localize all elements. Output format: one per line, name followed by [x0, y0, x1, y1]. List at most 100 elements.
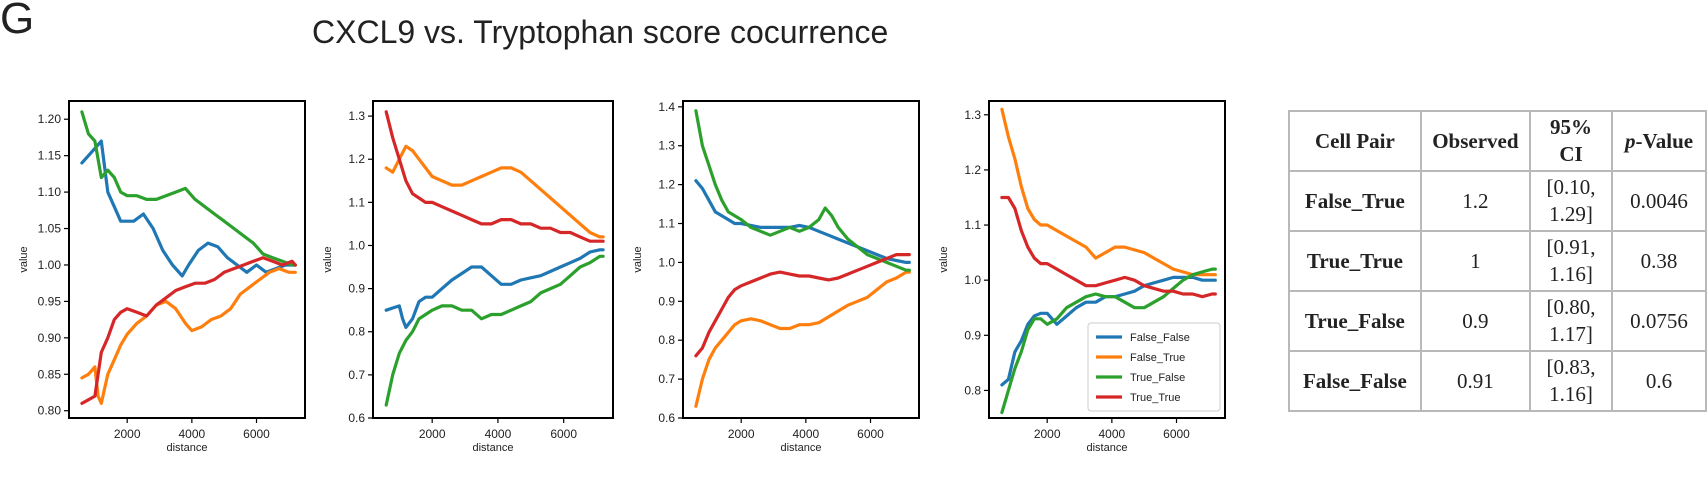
row-ci-line2: 1.16] [1549, 382, 1593, 406]
y-tick-label: 0.80 [38, 404, 62, 418]
series-line-true-false [1000, 267, 1217, 415]
table-row: True_True 1 [0.91, 1.16] 0.38 [1288, 230, 1707, 292]
y-tick-label: 0.7 [658, 372, 675, 386]
legend-label-true-true: True_True [1130, 392, 1181, 404]
axes-frame [682, 100, 920, 419]
y-tick-label: 0.9 [964, 328, 981, 342]
series-line-true-true [80, 256, 297, 405]
y-tick-label: 0.6 [348, 411, 365, 425]
table-row: False_True 1.2 [0.10, 1.29] 0.0046 [1288, 170, 1707, 232]
header-p-value: p-Value [1611, 110, 1707, 172]
row-p-value: 0.6 [1611, 350, 1707, 412]
legend-label-false-false: False_False [1130, 332, 1190, 344]
row-observed: 0.91 [1419, 350, 1531, 412]
chart-svg-1: 2000 4000 6000 0.80 0.85 0.90 0.95 1.00 1.05 1.10… [18, 100, 306, 454]
x-tick-label: 6000 [857, 427, 884, 441]
header-cell-pair: Cell Pair [1288, 110, 1422, 172]
y-tick-label: 1.2 [348, 152, 365, 166]
y-tick-label: 0.8 [964, 383, 981, 397]
y-tick-label: 1.3 [348, 109, 365, 123]
header-p-suffix: -Value [1635, 128, 1694, 153]
y-tick-label: 1.2 [964, 163, 981, 177]
row-pair: True_False [1288, 290, 1422, 352]
legend-box [1087, 322, 1221, 412]
row-pair: True_True [1288, 230, 1422, 292]
y-axis-label: value [632, 246, 644, 272]
row-ci: [0.91, 1.16] [1528, 230, 1614, 292]
series-line-true-false [694, 109, 911, 272]
y-axis-label: value [18, 246, 30, 272]
x-tick-label: 2000 [1034, 427, 1061, 441]
y-tick-label: 1.0 [964, 273, 981, 287]
line-chart-3: 2000 4000 6000 0.6 0.7 0.8 0.9 1.0 1.1 1.2 1.3 1.4 d… [614, 100, 920, 454]
x-tick-label: 6000 [1163, 427, 1190, 441]
series-line-true-false [80, 110, 297, 267]
y-tick-label: 1.1 [658, 217, 675, 231]
series-line-false-true [1000, 107, 1217, 277]
x-tick-label: 4000 [792, 427, 819, 441]
series-line-true-true [1000, 195, 1217, 299]
y-tick-label: 1.00 [38, 258, 62, 272]
y-tick-label: 1.0 [348, 238, 365, 252]
header-p-italic: p [1625, 128, 1636, 153]
legend-label-true-false: True_False [1130, 372, 1185, 384]
y-tick-label: 0.8 [658, 333, 675, 347]
y-tick-label: 0.9 [658, 294, 675, 308]
y-tick-label: 0.7 [348, 368, 365, 382]
series-line-true-true [384, 110, 605, 243]
legend-label-false-true: False_True [1130, 352, 1185, 364]
row-observed: 1.2 [1419, 170, 1531, 232]
y-tick-label: 1.1 [348, 195, 365, 209]
chart-svg-4: 2000 4000 6000 0.8 0.9 1.0 1.1 1.2 1.3 distance va… [938, 100, 1226, 454]
y-tick-label: 0.6 [658, 411, 675, 425]
y-tick-label: 0.85 [38, 367, 62, 381]
y-tick-label: 0.8 [348, 325, 365, 339]
y-tick-label: 1.4 [658, 100, 675, 114]
table-row: True_False 0.9 [0.80, 1.17] 0.0756 [1288, 290, 1707, 352]
y-tick-label: 1.10 [38, 185, 62, 199]
y-tick-label: 1.1 [964, 218, 981, 232]
row-pair: False_True [1288, 170, 1422, 232]
header-ci: 95% CI [1528, 110, 1614, 172]
row-ci-line1: [0.91, [1546, 235, 1596, 259]
series-line-false-true [694, 270, 911, 408]
x-tick-label: 4000 [485, 427, 512, 441]
row-p-value: 0.0756 [1611, 290, 1707, 352]
series-line-true-true [694, 253, 911, 358]
y-tick-label: 1.3 [658, 139, 675, 153]
table-header-row: Cell Pair Observed 95% CI p-Value [1288, 110, 1707, 172]
series-line-false-false [384, 248, 605, 329]
line-chart-4: 2000 4000 6000 0.8 0.9 1.0 1.1 1.2 1.3 distance va… [920, 100, 1226, 454]
y-tick-label: 0.90 [38, 331, 62, 345]
axes-frame [68, 100, 306, 419]
x-axis-label: distance [473, 442, 514, 454]
y-tick-label: 1.3 [964, 108, 981, 122]
y-tick-label: 1.0 [658, 255, 675, 269]
row-pair: False_False [1288, 350, 1422, 412]
series-line-true-false [384, 254, 605, 407]
row-ci-line1: [0.80, [1546, 295, 1596, 319]
x-tick-label: 4000 [1098, 427, 1125, 441]
series-line-false-true [384, 144, 605, 239]
axes-frame [372, 100, 614, 419]
header-ci-line2: CI [1559, 142, 1583, 166]
y-tick-label: 0.95 [38, 294, 62, 308]
row-ci-line1: [0.83, [1546, 355, 1596, 379]
row-p-value: 0.38 [1611, 230, 1707, 292]
y-tick-label: 1.05 [38, 222, 62, 236]
x-axis-label: distance [167, 442, 208, 454]
row-ci-line1: [0.10, [1546, 175, 1596, 199]
x-axis-label: distance [781, 442, 822, 454]
x-tick-label: 2000 [114, 427, 141, 441]
row-ci: [0.80, 1.17] [1528, 290, 1614, 352]
series-line-false-true [80, 267, 297, 405]
x-tick-label: 6000 [243, 427, 270, 441]
panel-letter: G [0, 0, 35, 43]
row-p-value: 0.0046 [1611, 170, 1707, 232]
line-chart-2: 2000 4000 6000 0.6 0.7 0.8 0.9 1.0 1.1 1.2 1.3 dist… [306, 100, 614, 454]
axes-frame [988, 100, 1226, 419]
figure-title: CXCL9 vs. Tryptophan score cocurrence [312, 14, 889, 50]
y-axis-label: value [322, 246, 334, 272]
chart-svg-2: 2000 4000 6000 0.6 0.7 0.8 0.9 1.0 1.1 1.2 1.3 dist… [322, 100, 614, 454]
y-tick-label: 1.20 [38, 112, 62, 126]
